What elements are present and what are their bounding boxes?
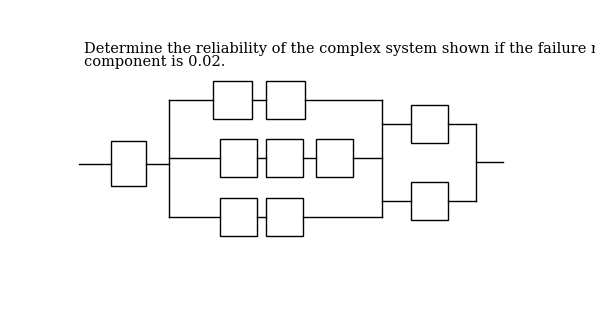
Bar: [266, 139, 303, 177]
Bar: [220, 139, 256, 177]
Bar: [317, 139, 353, 177]
Bar: [411, 182, 448, 220]
Bar: [266, 198, 303, 236]
Bar: [111, 141, 146, 186]
Text: Determine the reliability of the complex system shown if the failure rate of eac: Determine the reliability of the complex…: [83, 42, 595, 56]
Bar: [411, 105, 448, 143]
Bar: [213, 81, 252, 119]
Text: component is 0.02.: component is 0.02.: [83, 56, 225, 70]
Bar: [220, 198, 256, 236]
Bar: [266, 81, 305, 119]
